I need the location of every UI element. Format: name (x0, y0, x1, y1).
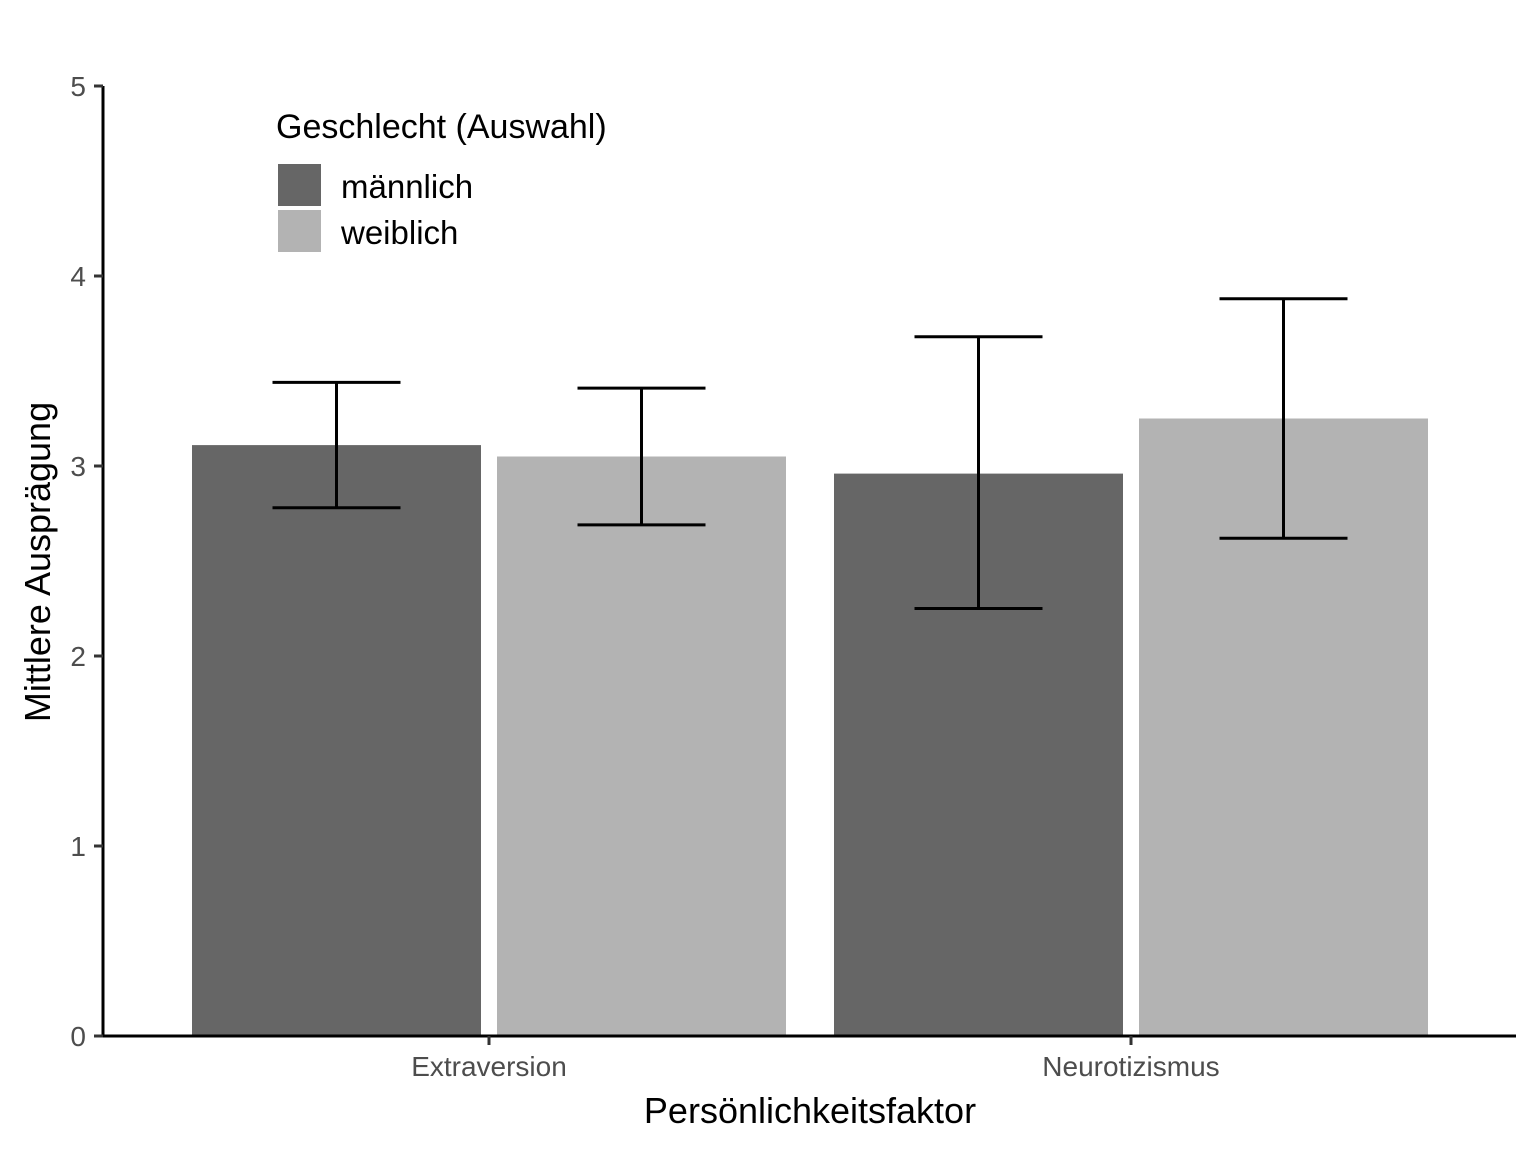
legend: Geschlecht (Auswahl) männlich weiblich (276, 108, 607, 252)
error-bars-layer (272, 297, 1348, 610)
x-tick-label-neurotizismus: Neurotizismus (1042, 1051, 1219, 1082)
error-bar-neurotizismus-weiblich (1219, 297, 1348, 540)
y-tick-label-3: 3 (70, 451, 86, 482)
bar-extraversion-maennlich (192, 445, 481, 1037)
x-tick-label-extraversion: Extraversion (411, 1051, 567, 1082)
error-bar-extraversion-weiblich (577, 386, 706, 527)
error-bar-neurotizismus-maennlich (914, 335, 1043, 610)
y-tick-label-1: 1 (70, 831, 86, 862)
legend-swatch-weiblich (278, 210, 321, 252)
y-tick-label-5: 5 (70, 71, 86, 102)
x-axis-title: Persönlichkeitsfaktor (644, 1090, 976, 1131)
legend-label-weiblich: weiblich (340, 214, 458, 251)
y-tick-label-4: 4 (70, 261, 86, 292)
axes-layer: 0 1 2 3 4 5 Extraversion Neurotizismus (70, 71, 1516, 1082)
bars-layer (192, 418, 1428, 1037)
error-bar-extraversion-maennlich (272, 380, 401, 510)
legend-swatch-maennlich (278, 164, 321, 206)
legend-title: Geschlecht (Auswahl) (276, 108, 607, 146)
bar-extraversion-weiblich (497, 456, 786, 1036)
y-tick-label-0: 0 (70, 1021, 86, 1052)
y-tick-label-2: 2 (70, 641, 86, 672)
y-axis-title: Mittlere Ausprägung (17, 402, 58, 722)
legend-label-maennlich: männlich (341, 168, 473, 205)
